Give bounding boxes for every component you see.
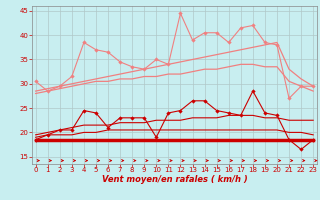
- X-axis label: Vent moyen/en rafales ( km/h ): Vent moyen/en rafales ( km/h ): [101, 175, 247, 184]
